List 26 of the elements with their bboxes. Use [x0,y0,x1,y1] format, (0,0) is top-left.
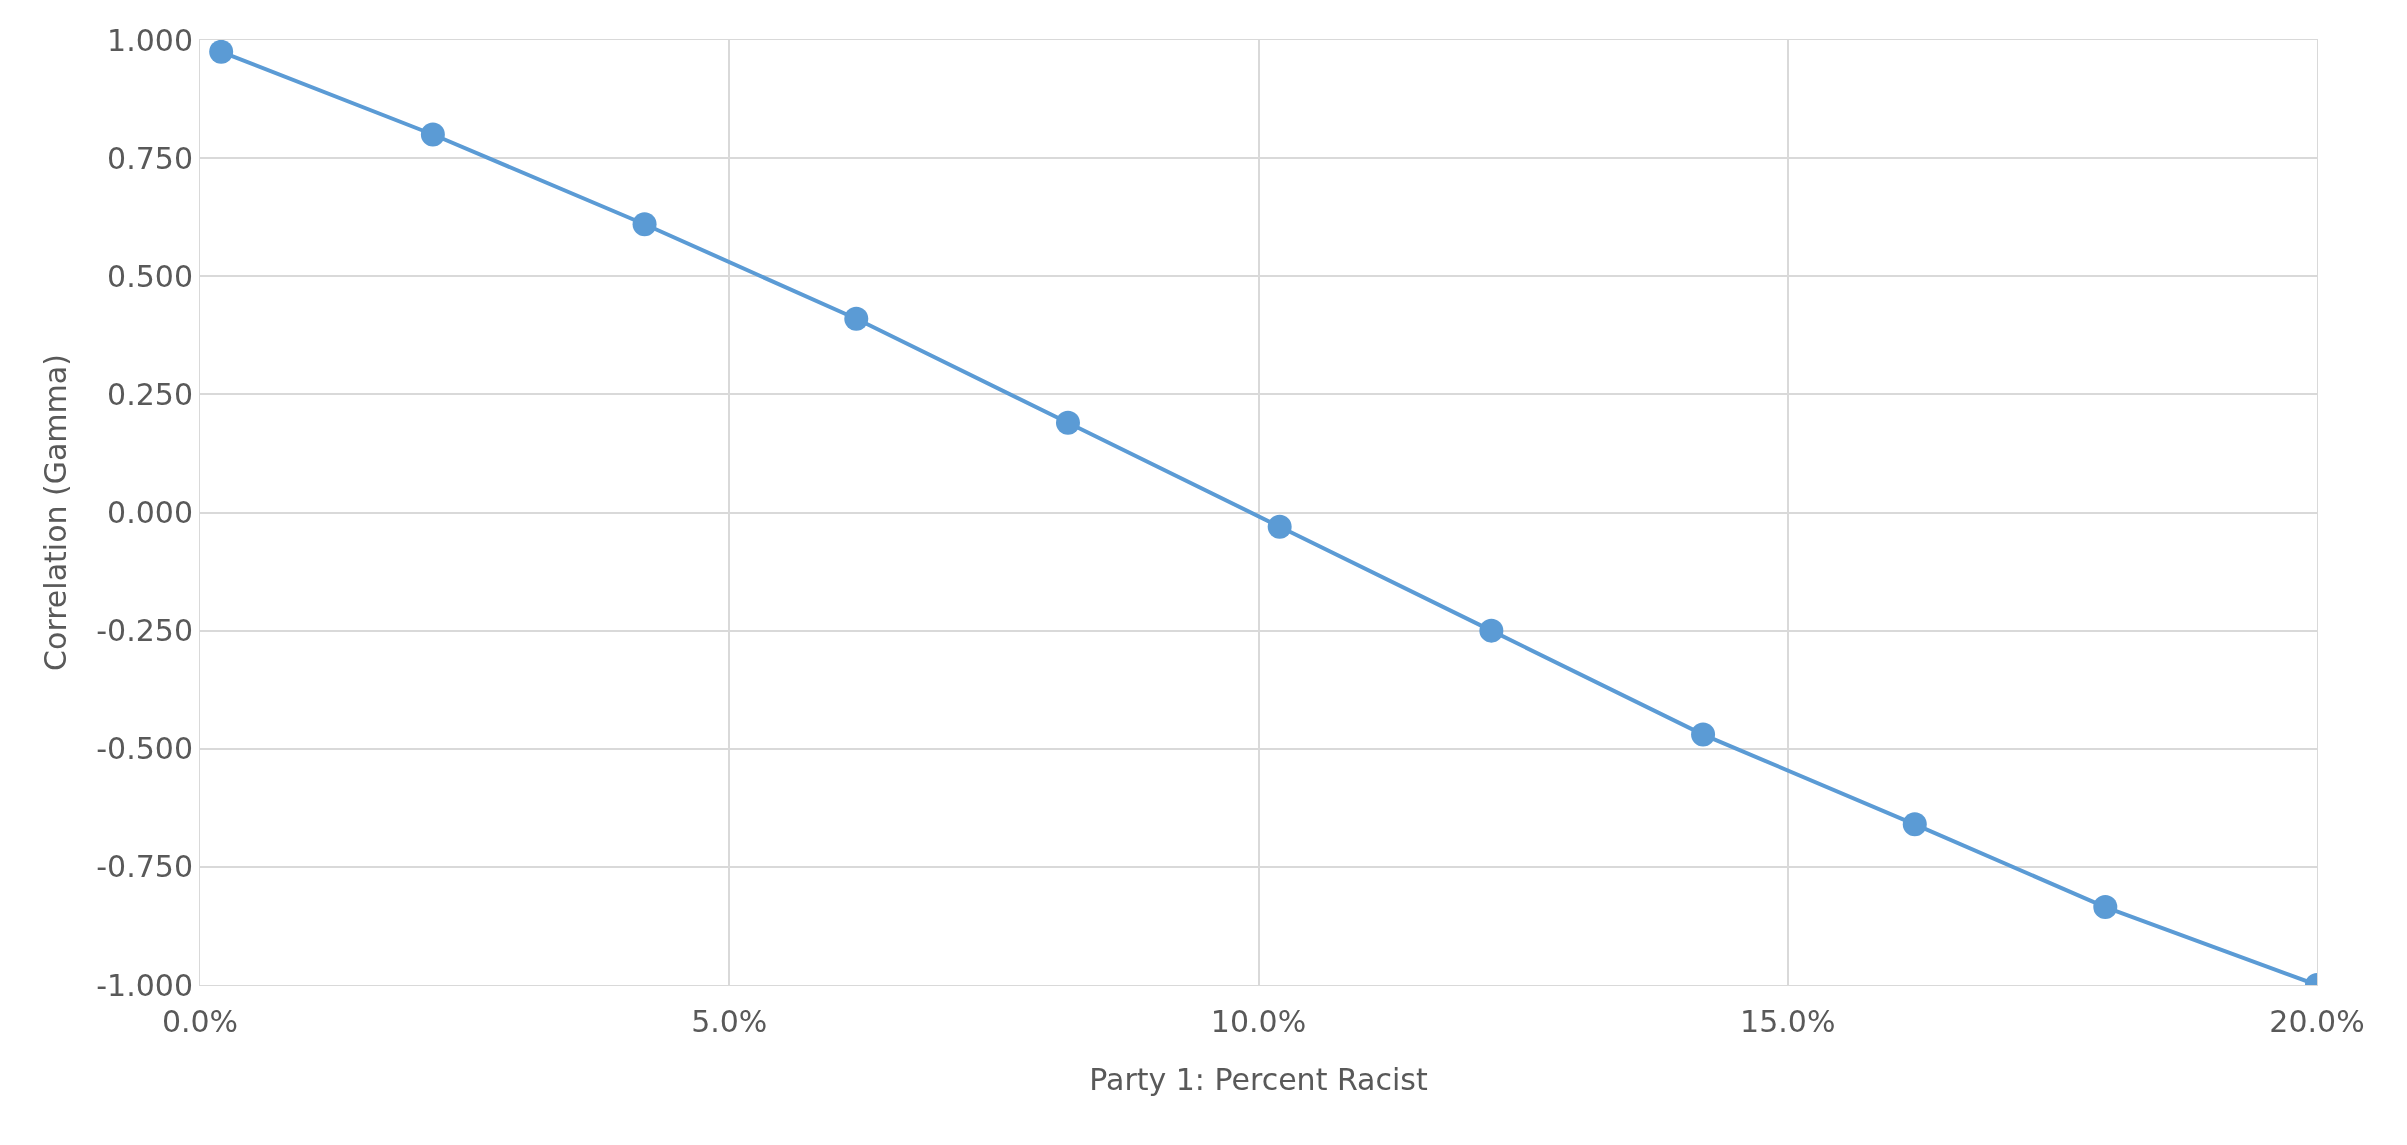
x-tick-label: 10.0% [1210,1004,1307,1039]
x-tick-label: 20.0% [2269,1004,2365,1039]
y-tick-label: -0.500 [96,731,193,767]
point [209,40,234,64]
y-tick-label: -1.000 [96,967,193,1003]
x-tick-label: 5.0% [691,1004,768,1039]
y-tick-label: 1.000 [107,22,193,58]
x-axis-title: Party 1: Percent Racist [1089,1061,1428,1097]
point [2093,895,2118,920]
y-tick-label: 0.000 [107,495,193,530]
y-tick-label: -0.750 [96,849,193,885]
x-tick-label: 0.0% [161,1004,239,1039]
point [632,212,657,237]
point [1902,812,1927,837]
y-tick-label: 0.500 [107,258,193,294]
point [1055,410,1080,435]
point [420,122,445,147]
point [1479,618,1504,643]
point [1267,514,1292,539]
y-tick-label: 0.250 [107,376,193,412]
x-tick-label: 15.0% [1740,1004,1836,1039]
y-axis-title: Correlation (Gamma) [38,354,74,671]
y-tick-label: 0.750 [107,140,193,176]
point [1691,722,1716,747]
y-tick-label: -0.250 [96,613,193,649]
point [844,306,869,331]
